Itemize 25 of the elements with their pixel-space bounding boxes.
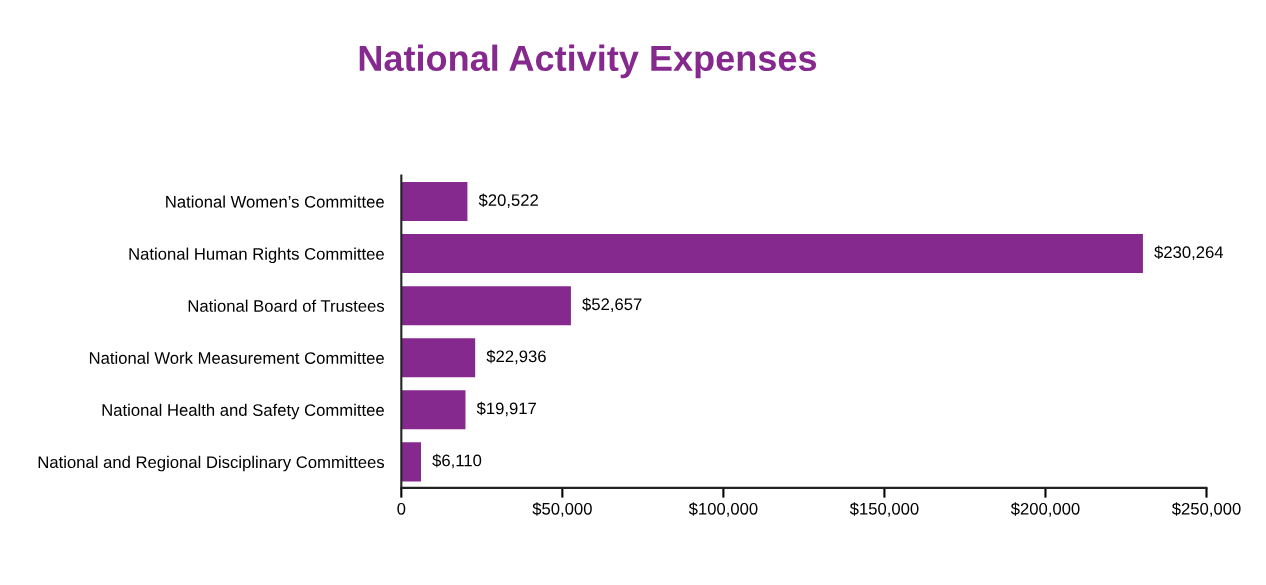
data-label: $22,936	[486, 349, 546, 365]
bar	[401, 442, 421, 482]
x-tick-label: $100,000	[688, 502, 758, 517]
y-tick-label: National Human Rights Committee	[129, 247, 384, 264]
x-tick-label: 0	[397, 502, 406, 515]
x-tick-label: $250,000	[1171, 502, 1241, 517]
bar	[401, 182, 468, 222]
x-tick-label: $200,000	[1010, 502, 1080, 517]
chart-title: National Activity Expenses	[359, 44, 817, 79]
data-label: $20,522	[478, 193, 538, 208]
bar	[401, 234, 1143, 274]
data-label: $230,264	[1154, 245, 1224, 261]
bar	[401, 338, 476, 378]
bar	[401, 286, 571, 326]
bar	[401, 390, 466, 430]
y-tick-label: National Board of Trustees	[188, 299, 385, 312]
x-tick-label: $150,000	[849, 502, 919, 517]
data-label: $6,110	[432, 453, 482, 469]
data-label: $19,917	[476, 401, 536, 417]
y-tick-label: National Work Measurement Committee	[89, 351, 384, 364]
data-label: $52,657	[582, 297, 642, 313]
x-tick-label: $50,000	[532, 502, 592, 517]
y-tick-label: National and Regional Disciplinary Committees	[38, 455, 385, 472]
y-tick-label: National Health and Safety Committee	[102, 403, 384, 420]
y-tick-label: National Women’s Committee	[166, 195, 384, 208]
